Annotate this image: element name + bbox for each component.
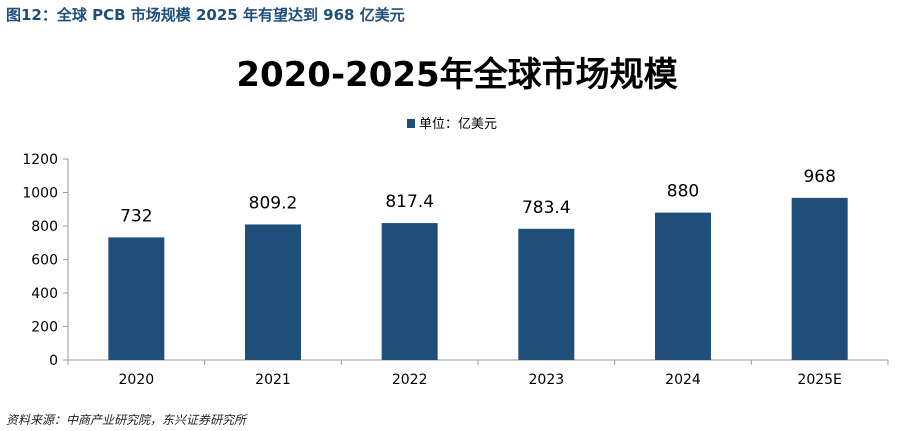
data-label-2025E: 968	[803, 167, 835, 187]
x-axis-ticks: 2020 2021 2022 2023 2024 2025E	[67, 360, 889, 388]
bar-2021	[245, 224, 301, 360]
x-tick-label: 2025E	[797, 372, 841, 388]
y-tick-label: 1200	[22, 152, 58, 168]
data-label-2022: 817.4	[385, 192, 434, 212]
legend-swatch	[407, 119, 415, 128]
data-label-2021: 809.2	[249, 193, 298, 213]
x-tick-label: 2024	[665, 372, 701, 388]
figure-caption: 图12：全球 PCB 市场规模 2025 年有望达到 968 亿美元	[6, 6, 405, 24]
data-label-2020: 732	[120, 206, 152, 226]
y-axis-ticks: 0 200 400 600 800 1000 1200	[22, 152, 68, 369]
x-tick-label: 2020	[119, 372, 155, 388]
bar-2023	[518, 228, 575, 360]
x-tick-label: 2023	[529, 372, 565, 388]
y-tick-label: 600	[31, 253, 58, 269]
bar-2020	[108, 237, 165, 360]
bar-2022	[381, 223, 438, 360]
source-note: 资料来源：中商产业研究院，东兴证券研究所	[6, 413, 247, 427]
legend: 单位：亿美元	[407, 117, 497, 132]
data-labels: 732 809.2 817.4 783.4 880 968	[120, 167, 836, 227]
bars	[108, 197, 848, 360]
x-tick-label: 2022	[392, 372, 428, 388]
y-tick-label: 200	[31, 320, 58, 336]
data-label-2023: 783.4	[522, 198, 571, 218]
y-tick-label: 0	[49, 353, 58, 369]
y-tick-label: 800	[31, 219, 58, 235]
bar-2024	[655, 212, 711, 360]
y-tick-label: 1000	[22, 186, 58, 202]
chart-title: 2020-2025年全球市场规模	[236, 55, 677, 95]
data-label-2024: 880	[667, 182, 699, 202]
bar-2025E	[791, 197, 848, 360]
legend-label: 单位：亿美元	[419, 117, 497, 132]
y-tick-label: 400	[31, 286, 58, 302]
x-tick-label: 2021	[255, 372, 291, 388]
